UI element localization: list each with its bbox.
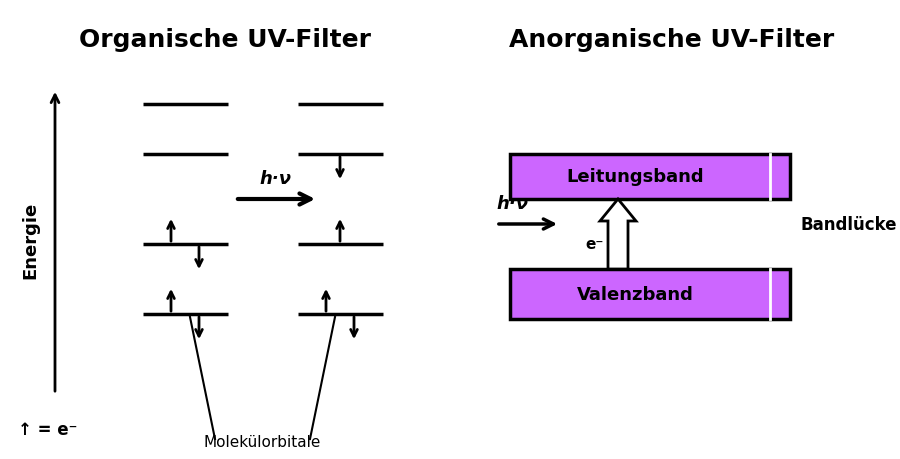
Text: Leitungsband: Leitungsband [566, 168, 704, 186]
Text: ↑ = e⁻: ↑ = e⁻ [18, 420, 77, 438]
Polygon shape [600, 200, 636, 269]
Text: Energie: Energie [21, 201, 39, 278]
Text: Anorganische UV-Filter: Anorganische UV-Filter [509, 28, 834, 52]
Text: Molekülorbitale: Molekülorbitale [203, 434, 320, 449]
Bar [510, 155, 790, 200]
Text: e⁻: e⁻ [586, 237, 604, 252]
Text: h·ν: h·ν [259, 170, 291, 188]
Text: Organische UV-Filter: Organische UV-Filter [79, 28, 371, 52]
Text: Valenzband: Valenzband [577, 285, 693, 303]
Bar [510, 269, 790, 319]
Text: Bandlücke: Bandlücke [800, 216, 896, 234]
Text: h·ν: h·ν [496, 195, 528, 213]
